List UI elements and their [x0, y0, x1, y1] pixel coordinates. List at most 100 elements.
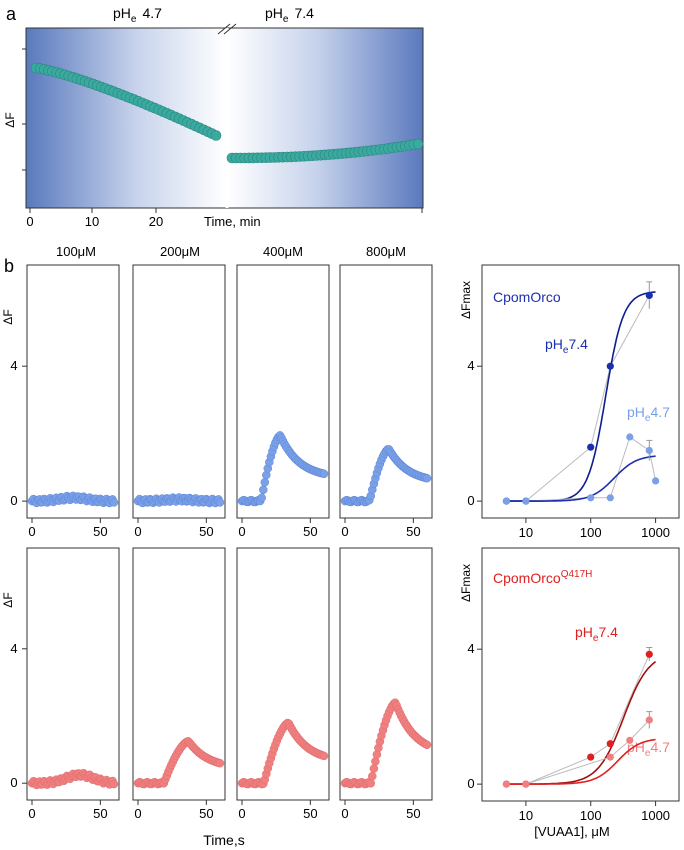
trace-point — [257, 493, 266, 503]
panel-a-xtick-20: 20 — [149, 214, 163, 229]
dose-point — [645, 650, 653, 658]
panel-a-bg-neutral — [228, 28, 423, 208]
dose-point — [626, 736, 634, 744]
trace-ytick-label: 0 — [10, 493, 17, 508]
trace-ytick-label: 4 — [10, 358, 17, 373]
trace-xtick-label: 0 — [28, 806, 35, 821]
trace-frame — [26, 264, 120, 519]
trace-point — [319, 469, 329, 479]
trace-ytick-label: 4 — [10, 641, 17, 656]
dose-xtick-label: 100 — [580, 525, 602, 540]
dose-bottom-frame — [481, 547, 680, 802]
trace-point — [215, 498, 225, 507]
dose-fit-curve — [506, 660, 657, 785]
panel-a-ph-left: pHe 4.7 — [113, 5, 162, 25]
dose-point — [652, 477, 660, 485]
panel-a-xtick-0: 0 — [26, 214, 33, 229]
dose-point — [606, 362, 614, 370]
conc-label-800: 800μM — [366, 244, 406, 259]
trace-xtick-label: 50 — [93, 524, 107, 539]
dose-ytick-label: 0 — [467, 776, 474, 791]
dose-ytick-label: 4 — [467, 641, 474, 656]
dose-bottom-plot: 0 4 10 100 1000 — [467, 641, 670, 823]
trace-point — [260, 478, 270, 487]
panel-a-ph-right: pHe 7.4 — [265, 5, 314, 25]
trace-frame — [236, 547, 330, 801]
panel-a-ylabel: ΔF — [3, 112, 17, 127]
trace-frame — [339, 264, 433, 519]
trace-point — [422, 740, 432, 750]
dose-point — [587, 494, 595, 502]
dose-xtick-label: 10 — [519, 808, 533, 823]
trace-ylabel: ΔF — [1, 592, 15, 607]
dose-top-label-74: pHe7.4 — [545, 336, 588, 356]
dose-bottom-label-47: pHe4.7 — [627, 739, 670, 759]
trace-xtick-label: 0 — [134, 524, 141, 539]
panel-a-xlabel: Time, min — [204, 214, 261, 229]
dose-point — [645, 716, 653, 724]
dose-point — [645, 446, 653, 455]
trace-xtick-label: 0 — [341, 806, 348, 821]
trace-ytick-label: 0 — [10, 775, 17, 790]
panel-a-point — [210, 130, 222, 141]
trace-xtick-label: 50 — [303, 806, 317, 821]
panel-b-label: b — [4, 256, 14, 276]
conc-label-100: 100μM — [56, 244, 96, 259]
dose-connector — [506, 654, 650, 785]
trace-xtick-label: 0 — [134, 806, 141, 821]
dose-xtick-label: 1000 — [641, 808, 670, 823]
trace-xtick-label: 0 — [341, 524, 348, 539]
dose-bottom-xlabel: [VUAA1], μM — [534, 824, 609, 839]
trace-point — [109, 498, 119, 507]
axis-break-mark — [217, 23, 231, 35]
dose-top-title: CpomOrco — [493, 289, 561, 305]
dose-ytick-label: 0 — [467, 493, 474, 508]
dose-point — [606, 753, 614, 761]
dose-point — [502, 780, 510, 788]
dose-connector — [506, 436, 657, 502]
trace-point — [422, 473, 432, 483]
dose-fit-curve — [506, 291, 656, 502]
trace-frame — [339, 547, 433, 801]
trace-panels: ΔF 0 4 0 50 0 50 0 50 0 50 ΔF 0 4 0 50 0 50 0 50 0 50 — [1, 264, 433, 821]
trace-xtick-label: 50 — [199, 806, 213, 821]
panel-a-point — [412, 138, 424, 150]
trace-point — [215, 758, 225, 768]
dose-fit-curve — [506, 455, 656, 502]
dose-top-plot: 0 4 10 100 1000 — [467, 281, 670, 540]
panel-a-bg-acid — [26, 28, 226, 208]
trace-ylabel: ΔF — [1, 309, 15, 324]
dose-bottom-ylabel: ΔFmax — [459, 564, 473, 602]
dose-ytick-label: 4 — [467, 358, 474, 373]
dose-point — [626, 433, 634, 441]
trace-point — [371, 757, 380, 766]
trace-frame — [236, 264, 330, 519]
trace-frame — [26, 547, 120, 801]
dose-fit-curve — [506, 738, 656, 785]
dose-connector — [506, 295, 650, 502]
trace-xtick-label: 50 — [93, 806, 107, 821]
trace-point — [369, 764, 379, 773]
trace-xtick-label: 0 — [28, 524, 35, 539]
trace-point — [366, 779, 376, 788]
dose-point — [645, 291, 653, 299]
trace-xtick-label: 0 — [238, 806, 245, 821]
trace-xtick-label: 50 — [406, 806, 420, 821]
dose-top-ylabel: ΔFmax — [459, 281, 473, 319]
dose-point — [606, 494, 614, 502]
trace-point — [109, 779, 119, 789]
dose-xtick-label: 1000 — [641, 525, 670, 540]
panel-a-points — [30, 62, 424, 164]
panel-a-xtick-10: 10 — [85, 214, 99, 229]
trace-point — [319, 751, 329, 761]
trace-point — [368, 771, 377, 781]
dose-bottom-title: CpomOrcoQ417H — [493, 569, 592, 586]
trace-point — [259, 485, 268, 495]
trace-xtick-label: 50 — [303, 524, 317, 539]
panel-a-label: a — [6, 4, 17, 24]
dose-point — [606, 740, 614, 748]
dose-xtick-label: 100 — [580, 808, 602, 823]
trace-xtick-label: 0 — [238, 524, 245, 539]
dose-top-frame — [481, 264, 680, 519]
